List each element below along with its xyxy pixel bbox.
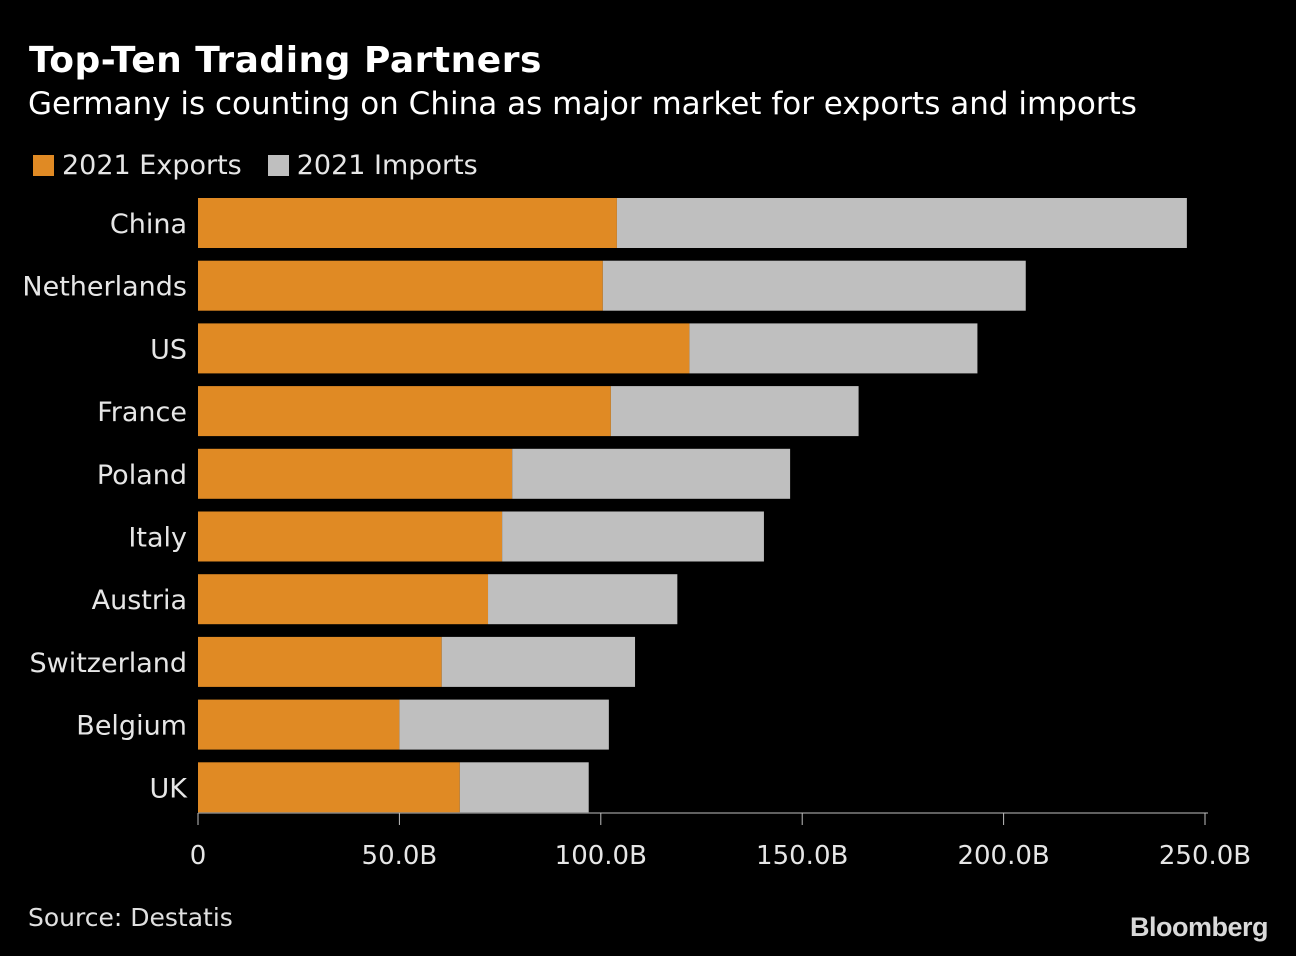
x-tick-label-200: 200.0B bbox=[957, 841, 1049, 871]
bar-imports-china bbox=[616, 198, 1187, 248]
x-tick-label-250: 250.0B bbox=[1159, 841, 1251, 871]
source-note: Source: Destatis bbox=[28, 903, 233, 932]
legend-label-imports: 2021 Imports bbox=[296, 150, 478, 181]
legend-label-exports: 2021 Exports bbox=[62, 150, 242, 181]
category-label-us: US bbox=[150, 334, 187, 365]
bar-imports-belgium bbox=[399, 699, 609, 750]
x-tick-label-50: 50.0B bbox=[362, 841, 438, 871]
category-label-france: France bbox=[97, 397, 187, 428]
category-label-belgium: Belgium bbox=[76, 711, 187, 742]
bar-exports-us bbox=[198, 323, 690, 374]
bar-imports-us bbox=[689, 323, 978, 374]
category-label-poland: Poland bbox=[97, 460, 187, 491]
bar-imports-italy bbox=[502, 511, 764, 562]
category-label-austria: Austria bbox=[92, 585, 187, 616]
bar-exports-poland bbox=[198, 448, 513, 499]
bar-exports-uk bbox=[198, 762, 460, 813]
legend-item-exports: 2021 Exports bbox=[33, 150, 242, 181]
bar-imports-netherlands bbox=[602, 260, 1026, 311]
bar-imports-poland bbox=[512, 448, 791, 499]
bar-exports-netherlands bbox=[198, 260, 603, 311]
x-tick-label-150: 150.0B bbox=[756, 841, 848, 871]
category-label-china: China bbox=[110, 209, 187, 240]
x-tick-label-100: 100.0B bbox=[555, 841, 647, 871]
bar-imports-austria bbox=[488, 574, 678, 625]
legend-swatch-exports bbox=[33, 155, 54, 176]
bar-imports-uk bbox=[459, 762, 589, 813]
category-label-uk: UK bbox=[150, 773, 189, 804]
bar-exports-italy bbox=[198, 511, 503, 562]
bar-exports-switzerland bbox=[198, 636, 442, 687]
bloomberg-logo: Bloomberg bbox=[1129, 912, 1269, 942]
bar-imports-switzerland bbox=[441, 636, 636, 687]
bar-exports-france bbox=[198, 386, 611, 437]
legend-swatch-imports bbox=[267, 155, 289, 176]
bar-exports-china bbox=[198, 198, 617, 248]
bar-exports-austria bbox=[198, 574, 489, 625]
category-label-switzerland: Switzerland bbox=[30, 648, 188, 679]
x-tick-label-0: 0 bbox=[190, 841, 207, 871]
bar-imports-france bbox=[610, 386, 859, 437]
legend-item-imports: 2021 Imports bbox=[267, 150, 478, 181]
bar-exports-belgium bbox=[198, 699, 400, 750]
category-label-italy: Italy bbox=[128, 523, 187, 554]
legend: 2021 Exports 2021 Imports bbox=[33, 150, 504, 181]
chart-subtitle: Germany is counting on China as major ma… bbox=[28, 86, 1137, 122]
category-label-netherlands: Netherlands bbox=[22, 272, 187, 303]
chart-title: Top-Ten Trading Partners bbox=[29, 40, 542, 81]
